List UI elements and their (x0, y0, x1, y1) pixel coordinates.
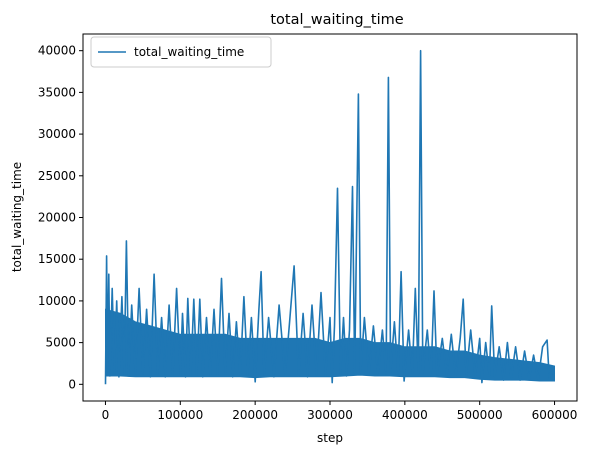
series-line-total-waiting-time (104, 49, 556, 385)
y-tick-label: 15000 (38, 252, 76, 266)
legend-label-total-waiting-time: total_waiting_time (134, 45, 244, 59)
x-tick-label: 400000 (382, 408, 428, 422)
y-tick-label: 20000 (38, 211, 76, 225)
x-tick-label: 200000 (232, 408, 278, 422)
legend-box (90, 36, 272, 68)
y-axis-label: total_waiting_time (10, 162, 24, 272)
y-tick-label: 0 (68, 377, 76, 391)
x-tick-label: 600000 (532, 408, 578, 422)
y-tick-label: 35000 (38, 85, 76, 99)
y-tick-label: 30000 (38, 127, 76, 141)
y-tick-label: 25000 (38, 169, 76, 183)
y-tick-label: 5000 (45, 336, 76, 350)
x-tick-label: 500000 (457, 408, 503, 422)
chart-title: total_waiting_time (270, 12, 403, 28)
y-axis-ticks: 0 5000 10000 15000 20000 25000 30000 35000 40000 (38, 44, 83, 391)
y-tick-label: 40000 (38, 44, 76, 58)
legend: total_waiting_time (90, 36, 272, 68)
plot-area (104, 49, 556, 385)
x-tick-label: 100000 (157, 408, 203, 422)
x-axis-ticks: 0 100000 200000 300000 400000 500000 600000 (102, 401, 578, 422)
y-tick-label: 10000 (38, 294, 76, 308)
x-axis-label: step (317, 431, 343, 445)
x-tick-label: 300000 (307, 408, 353, 422)
x-tick-label: 0 (102, 408, 110, 422)
